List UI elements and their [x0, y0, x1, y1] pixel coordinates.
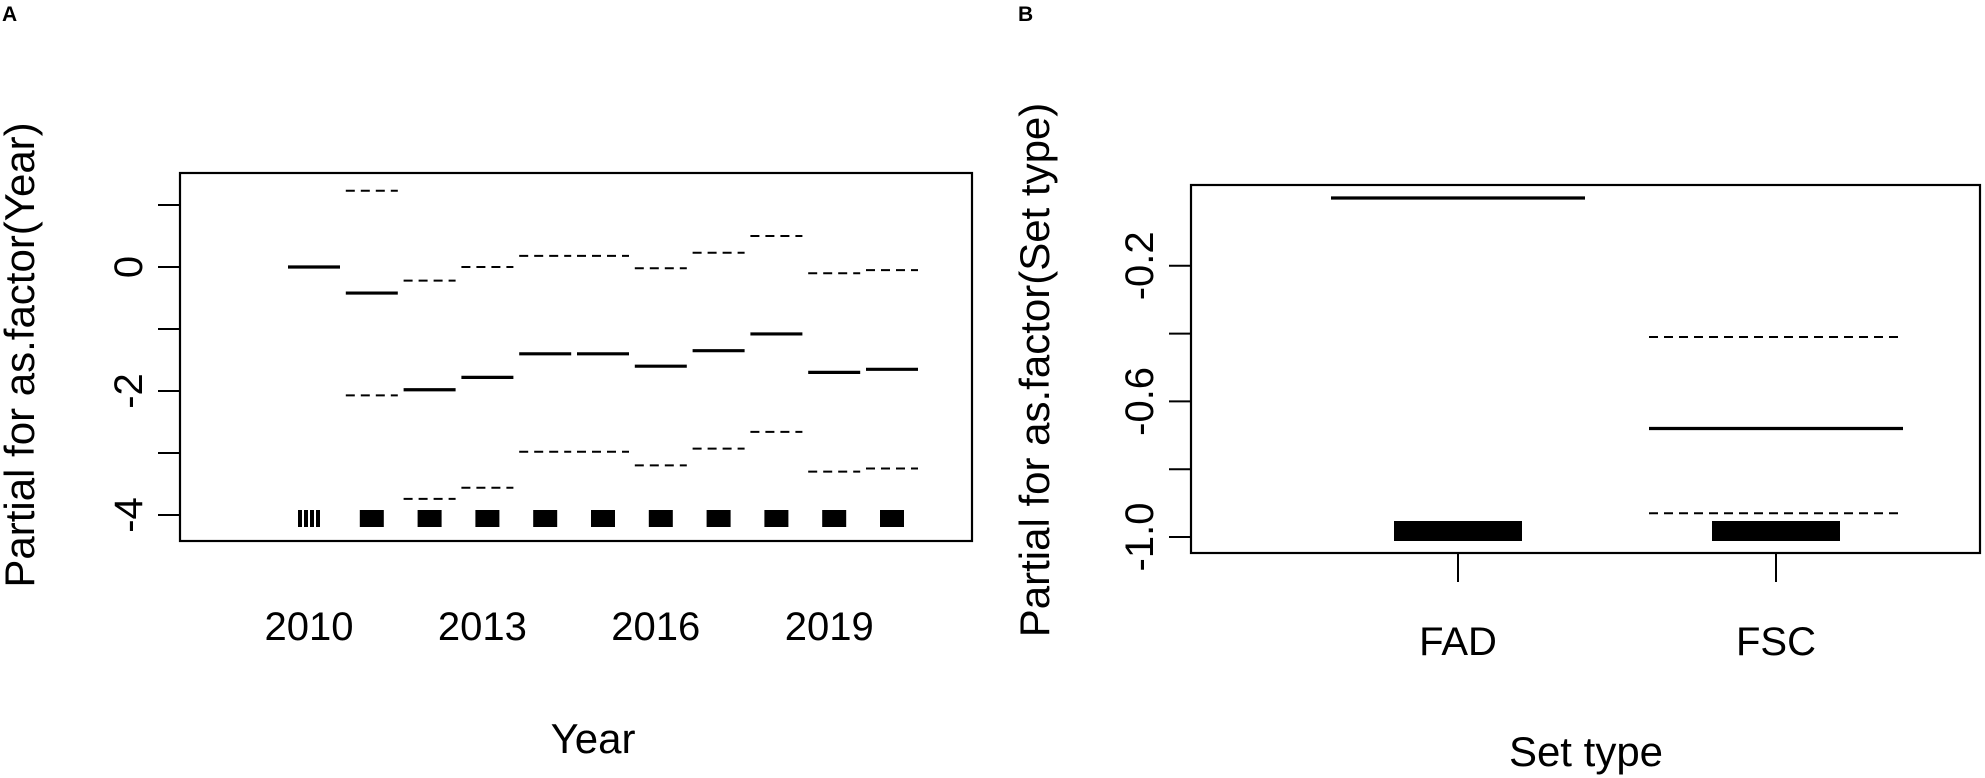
rug-a-2018: [764, 510, 789, 527]
rug-a-2014: [533, 510, 558, 527]
x-tick-label-b-FSC: FSC: [1736, 620, 1816, 664]
rug-a-2011: [359, 510, 384, 527]
x-tick-label-a-0: 2010: [265, 605, 354, 649]
panel-letter-a: A: [2, 3, 17, 26]
y-axis-title-b: Partial for as.factor(Set type): [1011, 103, 1058, 638]
rug-b-FSC: [1712, 521, 1840, 541]
rug-a-2010-1: [304, 510, 308, 527]
y-tick-label-b-0: -1.0: [1118, 503, 1162, 572]
rug-b-FAD: [1394, 521, 1522, 541]
rug-a-2010-3: [316, 510, 320, 527]
rug-a-2020: [880, 510, 904, 527]
chart-panel-a: -4 -2 0 2010 2013 2016 2019 Year Partial for as.…: [0, 122, 974, 762]
panel-letter-b: B: [1018, 3, 1033, 26]
chart-panel-b: -1.0 -0.6 -0.2 FAD FSC Set type Partial for as…: [1011, 103, 1982, 775]
rug-a-2019: [822, 510, 847, 527]
plot-frame-b: [1189, 183, 1982, 555]
x-tick-label-b-FAD: FAD: [1419, 620, 1497, 664]
x-axis-title-b: Set type: [1509, 728, 1663, 775]
y-tick-label-a-2: 0: [107, 256, 151, 278]
rug-a-2017: [706, 510, 731, 527]
x-tick-label-a-1: 2013: [438, 605, 527, 649]
y-tick-label-a-0: -4: [107, 497, 151, 533]
rug-a-2013: [475, 510, 500, 527]
y-axis-title-a: Partial for as.factor(Year): [0, 122, 43, 587]
x-tick-label-a-3: 2019: [785, 605, 874, 649]
x-axis-title-a: Year: [551, 715, 636, 762]
rug-a-2016: [648, 510, 673, 527]
x-tick-label-a-2: 2016: [611, 605, 700, 649]
rug-a-2012: [417, 510, 442, 527]
y-tick-label-a-1: -2: [107, 373, 151, 409]
plot-frame-a: [178, 171, 974, 543]
rug-a-2015: [591, 510, 615, 527]
y-tick-label-b-2: -0.2: [1118, 231, 1162, 300]
rug-a-2010-0: [298, 510, 302, 527]
rug-a-2010-2: [310, 510, 314, 527]
y-tick-label-b-1: -0.6: [1118, 367, 1162, 436]
